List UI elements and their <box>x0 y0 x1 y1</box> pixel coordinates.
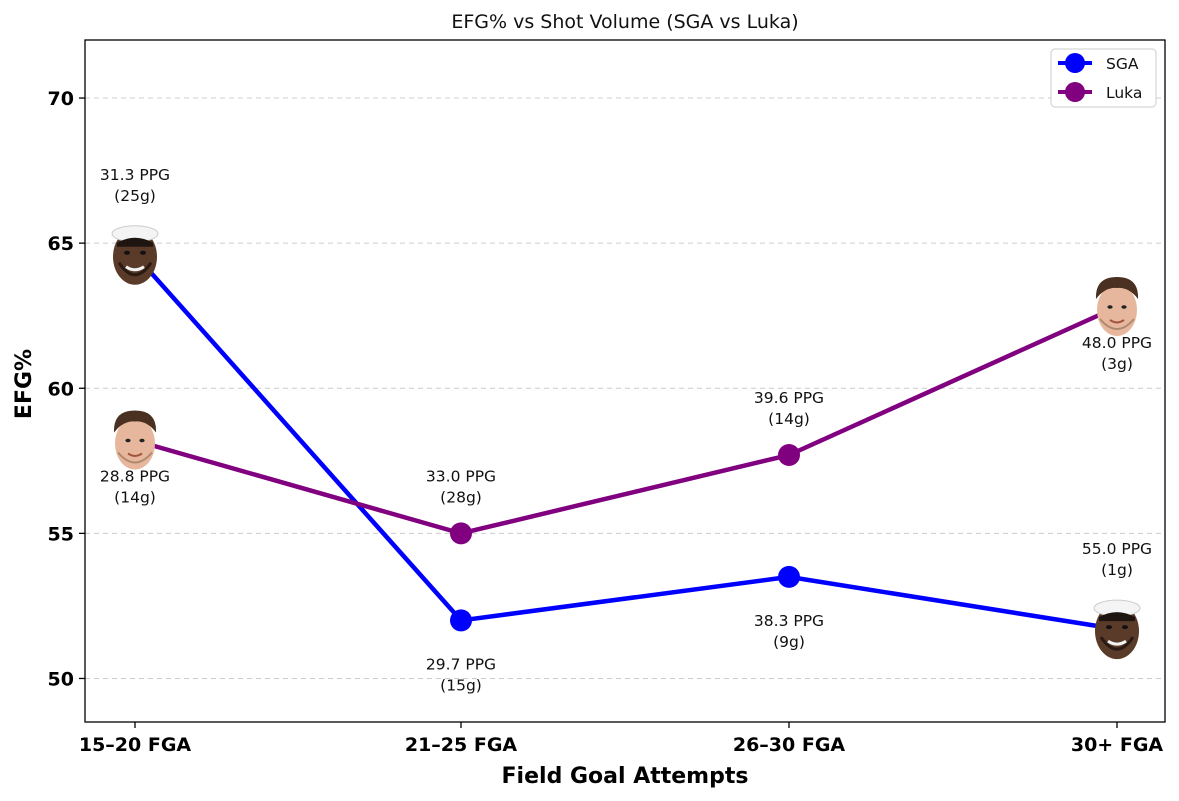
eye-shape <box>1106 625 1112 630</box>
x-tick-label: 26–30 FGA <box>733 734 846 756</box>
hair-shape <box>1095 276 1139 299</box>
series-layer <box>133 253 1118 632</box>
data-label-games: (14g) <box>114 488 156 506</box>
eye-shape <box>1107 305 1113 309</box>
y-axis: 50 55 60 65 70 <box>48 88 85 690</box>
data-label-games: (3g) <box>1101 355 1133 373</box>
sga-face-icon <box>111 225 159 285</box>
data-label-games: (9g) <box>773 633 805 651</box>
data-label-ppg: 48.0 PPG <box>1082 334 1152 352</box>
legend-label-luka: Luka <box>1106 84 1142 102</box>
smile-shape <box>1107 639 1127 646</box>
hair-shape <box>117 237 153 247</box>
hair-shape <box>113 410 157 433</box>
x-tick-label: 15–20 FGA <box>79 734 192 756</box>
data-label-games: (1g) <box>1101 561 1133 579</box>
eye-shape <box>139 438 145 443</box>
sga-face-icon <box>1093 599 1141 660</box>
data-point-sga <box>450 609 472 632</box>
eye-shape <box>140 250 146 255</box>
data-point-luka <box>450 522 472 545</box>
series-line-sga <box>133 253 1118 632</box>
plot-frame <box>84 39 1166 723</box>
face-shape <box>115 417 155 470</box>
data-label-games: (14g) <box>768 410 810 428</box>
face-shape <box>1097 283 1137 336</box>
data-point-luka <box>778 444 800 467</box>
smile-shape <box>1109 319 1125 324</box>
beard-shape <box>1099 318 1135 330</box>
x-tick-label: 21–25 FGA <box>405 734 518 756</box>
beard-shape <box>117 261 153 277</box>
y-tick-label: 70 <box>48 88 74 110</box>
data-label-games: (28g) <box>440 488 482 506</box>
data-label-ppg: 31.3 PPG <box>100 166 170 184</box>
eye-shape <box>1121 305 1127 309</box>
data-label-ppg: 38.3 PPG <box>754 612 824 630</box>
smile-shape <box>125 265 145 272</box>
eye-shape <box>125 438 131 443</box>
beard-shape <box>117 451 153 464</box>
data-label-ppg: 28.8 PPG <box>100 467 170 485</box>
x-axis-label: Field Goal Attempts <box>502 764 749 789</box>
y-tick-label: 55 <box>48 523 74 545</box>
beard-shape <box>1099 636 1135 651</box>
marker-layer <box>111 225 1141 660</box>
data-label-ppg: 29.7 PPG <box>426 655 496 673</box>
chart-title: EFG% vs Shot Volume (SGA vs Luka) <box>451 11 798 33</box>
legend-marker-sga <box>1065 53 1085 73</box>
eye-shape <box>1122 625 1128 630</box>
eye-shape <box>124 250 130 255</box>
y-tick-label: 60 <box>48 378 74 400</box>
legend-marker-luka <box>1065 82 1085 102</box>
data-label-games: (25g) <box>114 187 156 205</box>
data-label-ppg: 55.0 PPG <box>1082 540 1152 558</box>
smile-shape <box>127 452 143 457</box>
legend: SGA Luka <box>1050 48 1157 108</box>
data-label-ppg: 33.0 PPG <box>426 467 496 485</box>
data-label-games: (15g) <box>440 676 482 694</box>
legend-label-sga: SGA <box>1106 55 1139 73</box>
series-line-luka <box>134 304 1118 536</box>
luka-face-icon <box>1095 276 1139 336</box>
y-axis-label: EFG% <box>12 349 37 419</box>
hair-shape <box>1099 612 1135 622</box>
data-label-ppg: 39.6 PPG <box>754 389 824 407</box>
x-tick-label: 30+ FGA <box>1071 734 1164 756</box>
annotation-layer: 31.3 PPG (25g) 29.7 PPG (15g) 38.3 PPG (9g) 55… <box>100 166 1152 695</box>
x-axis: 15–20 FGA 21–25 FGA 26–30 FGA 30+ FGA <box>79 722 1164 756</box>
grid-lines <box>85 97 1165 679</box>
luka-face-icon <box>113 410 157 470</box>
data-point-sga <box>778 565 800 588</box>
y-tick-label: 65 <box>48 233 74 255</box>
y-tick-label: 50 <box>48 668 74 690</box>
